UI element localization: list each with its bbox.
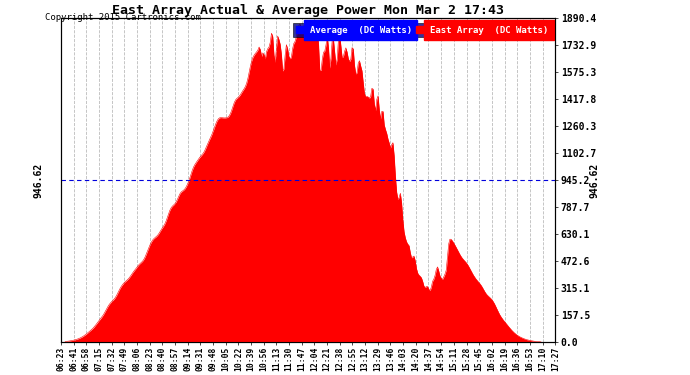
Text: 946.62: 946.62 xyxy=(34,162,43,198)
Legend: Average  (DC Watts), East Array  (DC Watts): Average (DC Watts), East Array (DC Watts… xyxy=(293,23,551,37)
Title: East Array Actual & Average Power Mon Mar 2 17:43: East Array Actual & Average Power Mon Ma… xyxy=(112,4,504,17)
Text: 946.62: 946.62 xyxy=(590,162,600,198)
Text: Copyright 2015 Cartronics.com: Copyright 2015 Cartronics.com xyxy=(45,13,201,22)
